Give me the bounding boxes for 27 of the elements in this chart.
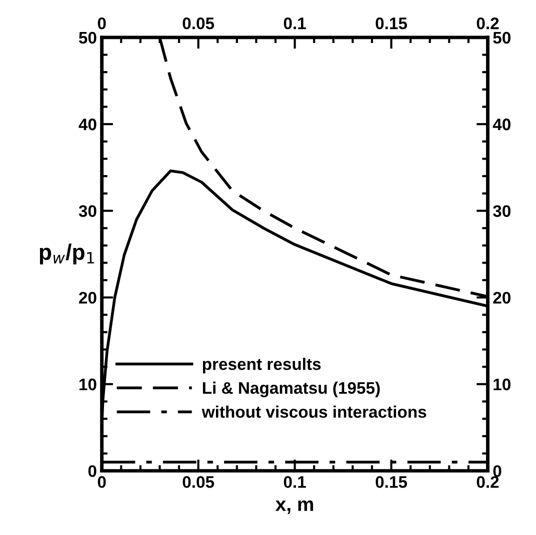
- y2-tick-label: 50: [493, 32, 510, 44]
- y-tick-label: 30: [78, 205, 96, 218]
- y2-tick-label: 10: [494, 378, 510, 390]
- x-tick-label: 0.1: [284, 476, 306, 488]
- y-axis-title: p$_{w}$/p$_{1}$: [40, 244, 94, 264]
- y-tick-label: 0: [88, 465, 96, 478]
- x2-tick-label: 0.15: [376, 17, 408, 30]
- y-tick-label: 40: [78, 118, 96, 130]
- y2-tick-label: 40: [492, 118, 510, 130]
- legend-label: Li & Nagamatsu (1955): [202, 382, 380, 398]
- x-axis-title: x, m: [275, 500, 314, 514]
- y-tick-label: 10: [79, 378, 96, 390]
- x-tick-label: 0: [98, 476, 106, 488]
- y-tick-label: 50: [78, 32, 96, 44]
- x2-tick-label: 0.1: [284, 17, 306, 30]
- y-tick-label: 20: [79, 292, 96, 304]
- x-tick-label: 0.15: [376, 476, 408, 488]
- legend-label: without viscous interactions: [202, 406, 426, 418]
- y2-tick-label: 20: [493, 292, 510, 304]
- x2-tick-label: 0.05: [182, 17, 214, 30]
- x2-tick-label: 0.2: [476, 17, 499, 30]
- x2-tick-label: 0: [98, 17, 106, 30]
- x-tick-label: 0.2: [476, 476, 499, 488]
- y2-tick-label: 0: [493, 465, 502, 478]
- x-tick-label: 0.05: [182, 476, 214, 488]
- legend-label: present results: [202, 358, 321, 374]
- y2-tick-label: 30: [493, 205, 510, 218]
